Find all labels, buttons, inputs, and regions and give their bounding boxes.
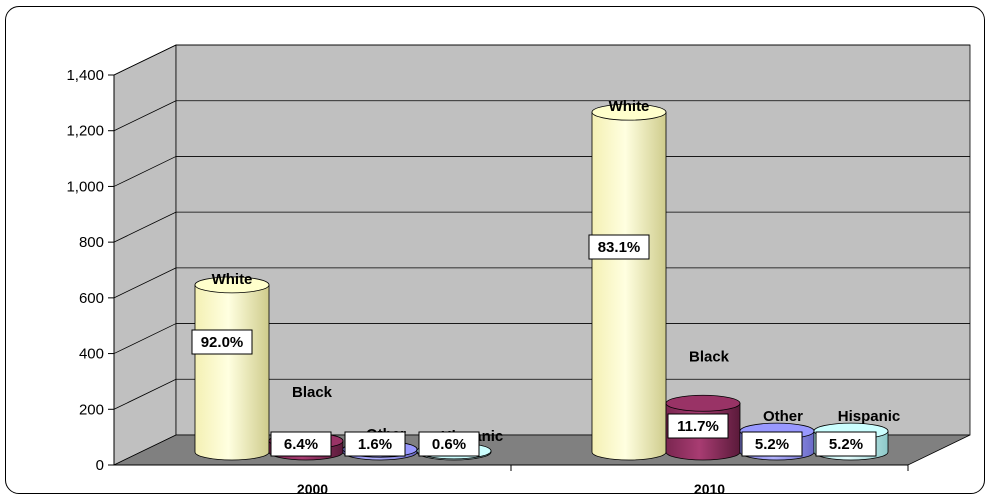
y-tick-label: 200 bbox=[79, 401, 104, 418]
y-tick-label: 400 bbox=[79, 346, 104, 363]
y-tick-label: 600 bbox=[79, 290, 104, 307]
data-label: 83.1% bbox=[598, 239, 641, 256]
data-label: 0.6% bbox=[432, 436, 466, 453]
bar-body bbox=[195, 285, 269, 460]
data-label: 5.2% bbox=[755, 436, 789, 453]
bar-top bbox=[666, 395, 740, 411]
data-label: 92.0% bbox=[201, 334, 244, 351]
bar-body bbox=[592, 112, 666, 460]
data-label: 1.6% bbox=[358, 436, 392, 453]
side-wall bbox=[114, 45, 176, 465]
back-wall bbox=[176, 45, 970, 435]
y-tick-label: 1,400 bbox=[66, 67, 104, 84]
x-tick-label: 2010 bbox=[694, 481, 725, 497]
y-tick-label: 800 bbox=[79, 234, 104, 251]
data-label: 11.7% bbox=[677, 418, 719, 435]
series-name-label: Black bbox=[689, 348, 730, 365]
x-axis-ticks: 2000 2010 bbox=[297, 465, 908, 497]
series-name-label: Hispanic bbox=[838, 408, 901, 425]
x-tick-label: 2000 bbox=[297, 481, 328, 497]
y-axis-ticks: 0 200 400 600 800 1,000 1,200 1,400 bbox=[66, 67, 114, 474]
series-name-label: Black bbox=[292, 384, 333, 401]
y-tick-label: 1,200 bbox=[66, 123, 104, 140]
y-tick-label: 0 bbox=[96, 457, 104, 474]
data-label: 5.2% bbox=[829, 436, 863, 453]
bar bbox=[592, 104, 666, 460]
series-name-label: White bbox=[212, 271, 253, 288]
series-name-label: Other bbox=[763, 408, 803, 425]
data-label: 6.4% bbox=[284, 436, 318, 453]
bar bbox=[195, 277, 269, 460]
series-name-label: White bbox=[609, 98, 650, 115]
y-tick-label: 1,000 bbox=[66, 178, 104, 195]
